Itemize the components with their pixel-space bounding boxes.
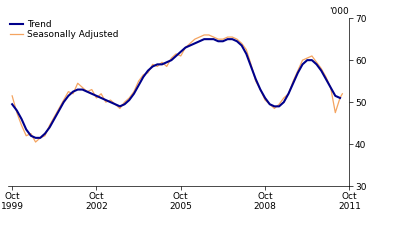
Line: Seasonally Adjusted: Seasonally Adjusted xyxy=(12,35,342,142)
Trend xyxy=(19,118,24,120)
Trend xyxy=(337,97,342,99)
Trend xyxy=(314,63,319,66)
Seasonally Adjusted xyxy=(340,92,345,95)
Seasonally Adjusted xyxy=(230,36,235,38)
Seasonally Adjusted xyxy=(33,141,38,143)
Text: '000: '000 xyxy=(330,7,349,17)
Seasonally Adjusted xyxy=(206,34,211,36)
Trend xyxy=(10,103,15,106)
Seasonally Adjusted xyxy=(127,97,132,99)
Trend xyxy=(61,101,66,104)
Trend xyxy=(33,136,38,139)
Seasonally Adjusted xyxy=(244,48,249,51)
Seasonally Adjusted xyxy=(324,76,328,78)
Trend xyxy=(216,40,221,43)
Seasonally Adjusted xyxy=(10,94,15,97)
Legend: Trend, Seasonally Adjusted: Trend, Seasonally Adjusted xyxy=(10,20,118,39)
Line: Trend: Trend xyxy=(12,39,340,138)
Trend xyxy=(328,86,333,89)
Seasonally Adjusted xyxy=(61,99,66,101)
Trend xyxy=(202,38,206,40)
Trend xyxy=(173,54,178,57)
Seasonally Adjusted xyxy=(202,34,206,36)
